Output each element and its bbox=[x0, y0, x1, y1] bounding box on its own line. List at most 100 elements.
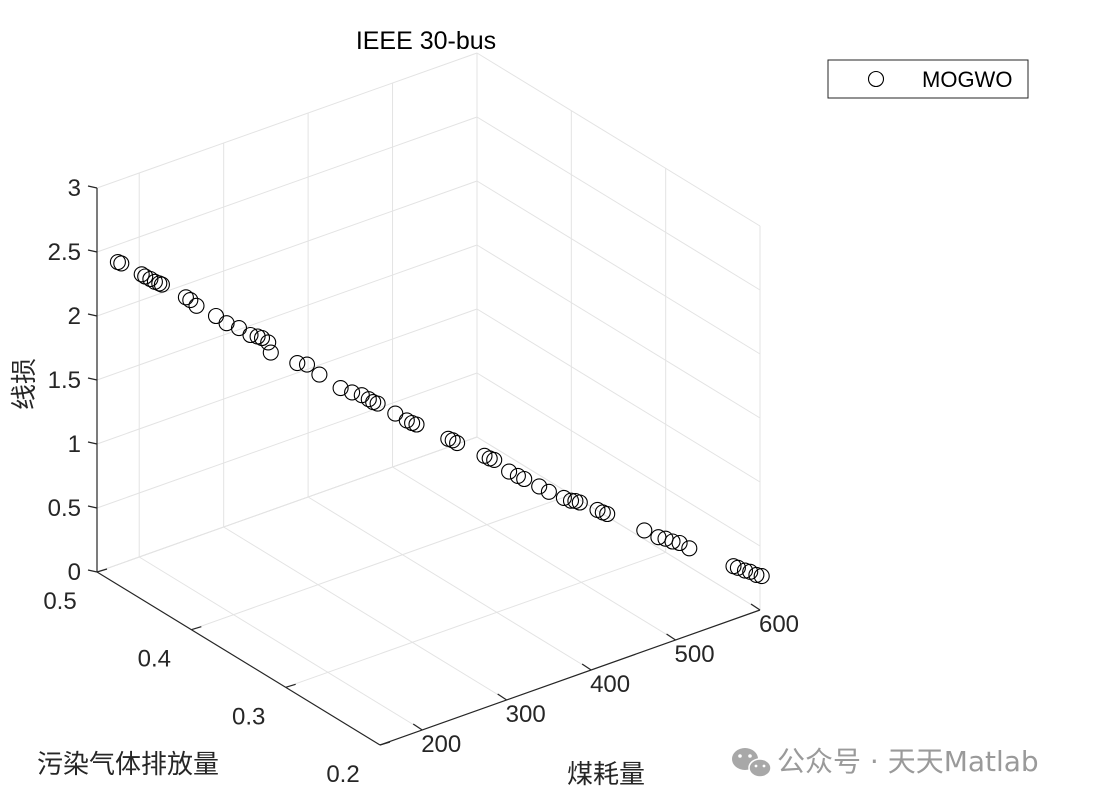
data-point bbox=[516, 470, 533, 488]
legend-box bbox=[827, 59, 1029, 99]
watermark: 公众号 · 天天Matlab bbox=[732, 745, 1039, 778]
x-tick-mark bbox=[497, 693, 507, 701]
grid-line bbox=[307, 496, 592, 671]
x-axis-ticks: 200 300 400 500 600 bbox=[412, 603, 799, 758]
data-point bbox=[404, 414, 421, 432]
z-tick-label: 1 bbox=[68, 431, 81, 458]
z-tick-label: 0 bbox=[68, 559, 81, 586]
grid-lines bbox=[96, 52, 761, 746]
data-point bbox=[408, 416, 425, 433]
data-point bbox=[344, 384, 361, 401]
grid-line bbox=[138, 556, 423, 731]
x-tick-label: 600 bbox=[759, 611, 799, 638]
z-tick-mark bbox=[87, 185, 98, 189]
data-point bbox=[540, 483, 557, 500]
data-point bbox=[387, 405, 404, 422]
z-tick-label: 3 bbox=[68, 175, 81, 202]
z-tick-mark bbox=[87, 313, 98, 317]
grid-line bbox=[96, 244, 478, 381]
y-tick-mark bbox=[285, 683, 296, 688]
data-point bbox=[133, 266, 150, 283]
grid-line bbox=[96, 52, 478, 189]
z-axis-label: 线损 bbox=[10, 358, 40, 410]
data-point bbox=[177, 289, 194, 306]
data-point bbox=[671, 534, 688, 552]
z-tick-label: 2 bbox=[68, 303, 81, 330]
x-tick-mark bbox=[750, 603, 761, 611]
y-axis-ticks: 0.2 0.3 0.4 0.5 bbox=[43, 568, 391, 788]
x-tick-mark bbox=[412, 723, 423, 731]
watermark-text: 公众号 · 天天Matlab bbox=[777, 745, 1039, 778]
z-tick-mark bbox=[87, 505, 98, 509]
grid-line bbox=[476, 436, 761, 611]
z-axis-ticks: 0 0.5 1 1.5 2 2.5 3 bbox=[48, 175, 98, 586]
data-point bbox=[253, 329, 271, 347]
data-point bbox=[188, 297, 205, 314]
data-point bbox=[748, 566, 765, 583]
data-point bbox=[332, 380, 349, 397]
axes bbox=[96, 188, 761, 746]
data-point bbox=[298, 356, 316, 373]
x-tick-mark bbox=[581, 663, 592, 671]
grid-line bbox=[96, 308, 478, 445]
grid-line bbox=[476, 308, 761, 483]
grid-line bbox=[285, 551, 666, 688]
z-tick-mark bbox=[87, 249, 98, 253]
y-tick-mark bbox=[96, 568, 108, 573]
y-tick-label: 0.5 bbox=[43, 588, 76, 615]
x-tick-label: 300 bbox=[506, 701, 546, 728]
x-axis-line bbox=[379, 609, 761, 746]
grid-line bbox=[223, 526, 507, 701]
grid-line bbox=[96, 436, 478, 573]
grid-line bbox=[96, 180, 478, 317]
y-tick-mark bbox=[379, 741, 391, 746]
z-tick-mark bbox=[87, 569, 98, 573]
data-point bbox=[151, 275, 168, 292]
data-point bbox=[444, 432, 461, 449]
data-point bbox=[260, 334, 277, 351]
data-point bbox=[449, 435, 466, 452]
data-point bbox=[531, 478, 548, 495]
z-tick-mark bbox=[87, 377, 98, 381]
z-tick-label: 0.5 bbox=[48, 495, 81, 522]
legend: MOGWO bbox=[827, 59, 1029, 99]
data-point bbox=[360, 391, 377, 408]
wechat-icon bbox=[732, 748, 772, 778]
data-point bbox=[242, 326, 259, 344]
y-tick-label: 0.3 bbox=[232, 703, 265, 730]
data-point bbox=[753, 568, 770, 585]
grid-line bbox=[476, 116, 761, 291]
data-point bbox=[262, 344, 279, 361]
grid-line bbox=[476, 244, 761, 419]
data-point bbox=[594, 504, 611, 521]
data-point bbox=[486, 451, 503, 468]
grid-line bbox=[191, 494, 572, 631]
grid-line bbox=[392, 466, 676, 641]
data-point bbox=[736, 562, 754, 579]
data-point bbox=[182, 292, 199, 309]
data-point bbox=[562, 492, 580, 509]
data-point bbox=[599, 505, 616, 523]
x-tick-label: 500 bbox=[675, 641, 715, 668]
z-tick-label: 2.5 bbox=[48, 239, 81, 266]
grid-line bbox=[476, 372, 761, 547]
y-tick-mark bbox=[191, 626, 202, 631]
scatter-points bbox=[109, 254, 770, 585]
data-point bbox=[218, 315, 235, 332]
z-tick-label: 1.5 bbox=[48, 367, 81, 394]
legend-marker bbox=[867, 70, 885, 88]
grid-line bbox=[476, 180, 761, 355]
data-point bbox=[289, 355, 306, 372]
data-point bbox=[365, 394, 382, 411]
data-point bbox=[664, 533, 681, 550]
y-tick-label: 0.4 bbox=[138, 646, 171, 673]
chart-title: IEEE 30-bus bbox=[356, 27, 496, 55]
data-point bbox=[440, 430, 457, 447]
y-tick-label: 0.2 bbox=[326, 761, 359, 788]
data-point bbox=[729, 559, 746, 576]
y-axis-line bbox=[96, 571, 381, 746]
data-point bbox=[681, 540, 698, 557]
y-axis-label: 污染气体排放量 bbox=[37, 750, 219, 780]
data-point bbox=[636, 522, 653, 539]
